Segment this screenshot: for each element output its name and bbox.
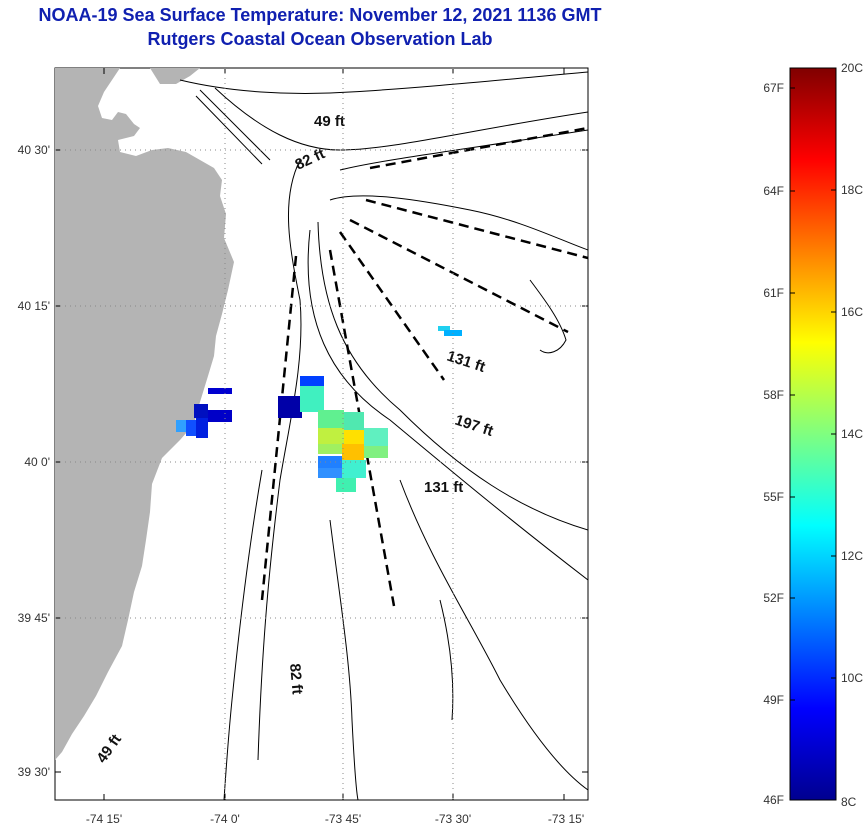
map-subtitle: Rutgers Coastal Ocean Observation Lab xyxy=(147,29,493,49)
land-new-jersey xyxy=(55,68,234,760)
colorbar-f-label: 46F xyxy=(763,793,784,807)
lon-tick-label: -74 15' xyxy=(86,812,122,826)
colorbar-gradient xyxy=(789,67,837,801)
colorbar-c-label: 8C xyxy=(841,795,857,809)
contour-label: 82 ft xyxy=(286,663,306,695)
colorbar-c-label: 18C xyxy=(841,183,863,197)
colorbar-f-label: 61F xyxy=(763,286,784,300)
lat-tick-label: 40 0' xyxy=(24,455,50,469)
lat-tick-label: 40 15' xyxy=(18,299,50,313)
colorbar-f-label: 55F xyxy=(763,490,784,504)
lon-tick-label: -73 45' xyxy=(325,812,361,826)
colorbar-f-label: 64F xyxy=(763,184,784,198)
colorbar: 67F 64F 61F 58F 55F 52F 49F 46F 20C 18C … xyxy=(763,61,863,809)
sst-pixels xyxy=(176,326,462,492)
longitude-labels: -74 15' -74 0' -73 45' -73 30' -73 15' xyxy=(86,812,584,826)
graticule xyxy=(55,68,588,800)
colorbar-c-label: 12C xyxy=(841,549,863,563)
contour-label: 49 ft xyxy=(314,113,345,130)
colorbar-c-label: 16C xyxy=(841,305,863,319)
colorbar-f-label: 52F xyxy=(763,591,784,605)
colorbar-fahrenheit-labels: 67F 64F 61F 58F 55F 52F 49F 46F xyxy=(763,81,784,807)
map-panel: 49 ft 82 ft 131 ft 197 ft 131 ft 82 ft 4… xyxy=(18,67,589,826)
colorbar-f-label: 67F xyxy=(763,81,784,95)
lat-tick-label: 39 30' xyxy=(18,765,50,779)
lon-tick-label: -73 15' xyxy=(548,812,584,826)
lat-tick-label: 40 30' xyxy=(18,143,50,157)
colorbar-c-label: 10C xyxy=(841,671,863,685)
colorbar-c-label: 14C xyxy=(841,427,863,441)
latitude-labels: 40 30' 40 15' 40 0' 39 45' 39 30' xyxy=(18,143,50,779)
colorbar-celsius-labels: 20C 18C 16C 14C 12C 10C 8C xyxy=(841,61,863,809)
map-title: NOAA-19 Sea Surface Temperature: Novembe… xyxy=(38,5,602,25)
land-raritan-bay xyxy=(150,68,200,84)
lat-tick-label: 39 45' xyxy=(18,611,50,625)
lon-tick-label: -73 30' xyxy=(435,812,471,826)
colorbar-ticks xyxy=(790,87,836,701)
contour-label: 131 ft xyxy=(424,479,463,496)
colorbar-f-label: 58F xyxy=(763,388,784,402)
lon-tick-label: -74 0' xyxy=(210,812,240,826)
colorbar-f-label: 49F xyxy=(763,693,784,707)
colorbar-c-label: 20C xyxy=(841,61,863,75)
